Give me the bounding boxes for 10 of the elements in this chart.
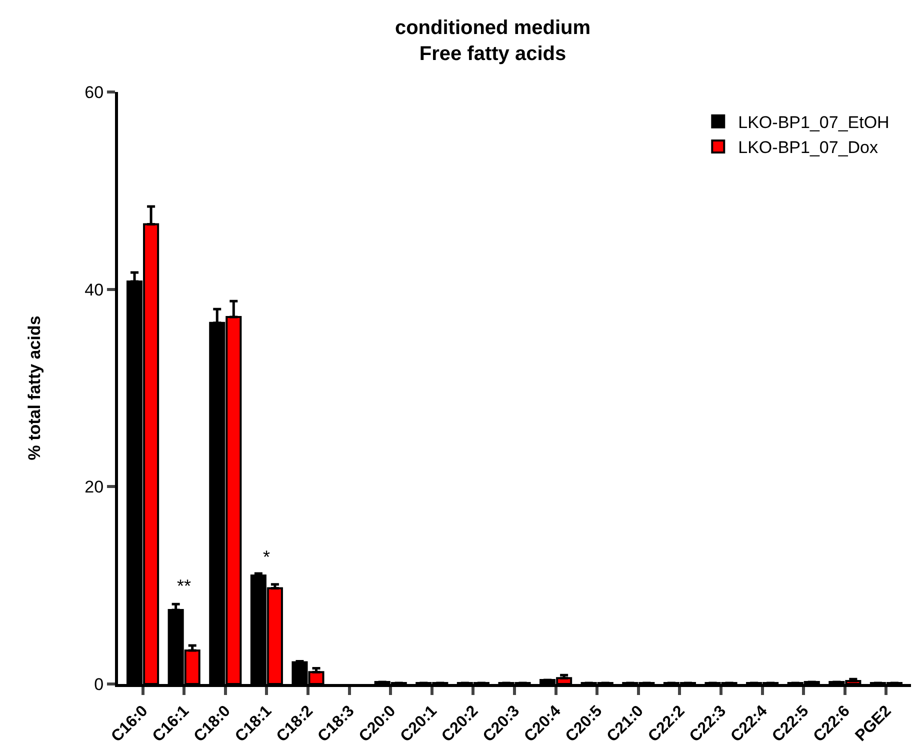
- annotation: **: [177, 576, 192, 596]
- legend-label: LKO-BP1_07_EtOH: [738, 113, 890, 132]
- legend-label: LKO-BP1_07_Dox: [738, 138, 878, 158]
- y-axis-title: % total fatty acids: [25, 316, 44, 460]
- annotation: *: [263, 547, 270, 567]
- y-tick-label: 0: [94, 674, 104, 694]
- y-tick-label: 60: [84, 82, 104, 102]
- y-tick-label: 20: [84, 478, 104, 497]
- y-tick-label: 40: [84, 280, 104, 300]
- chart-title: conditioned medium Free fatty acids: [394, 17, 591, 66]
